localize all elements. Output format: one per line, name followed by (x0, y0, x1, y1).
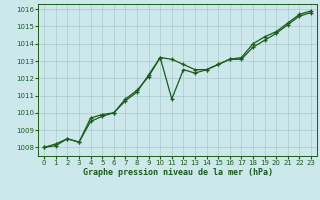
X-axis label: Graphe pression niveau de la mer (hPa): Graphe pression niveau de la mer (hPa) (83, 168, 273, 177)
